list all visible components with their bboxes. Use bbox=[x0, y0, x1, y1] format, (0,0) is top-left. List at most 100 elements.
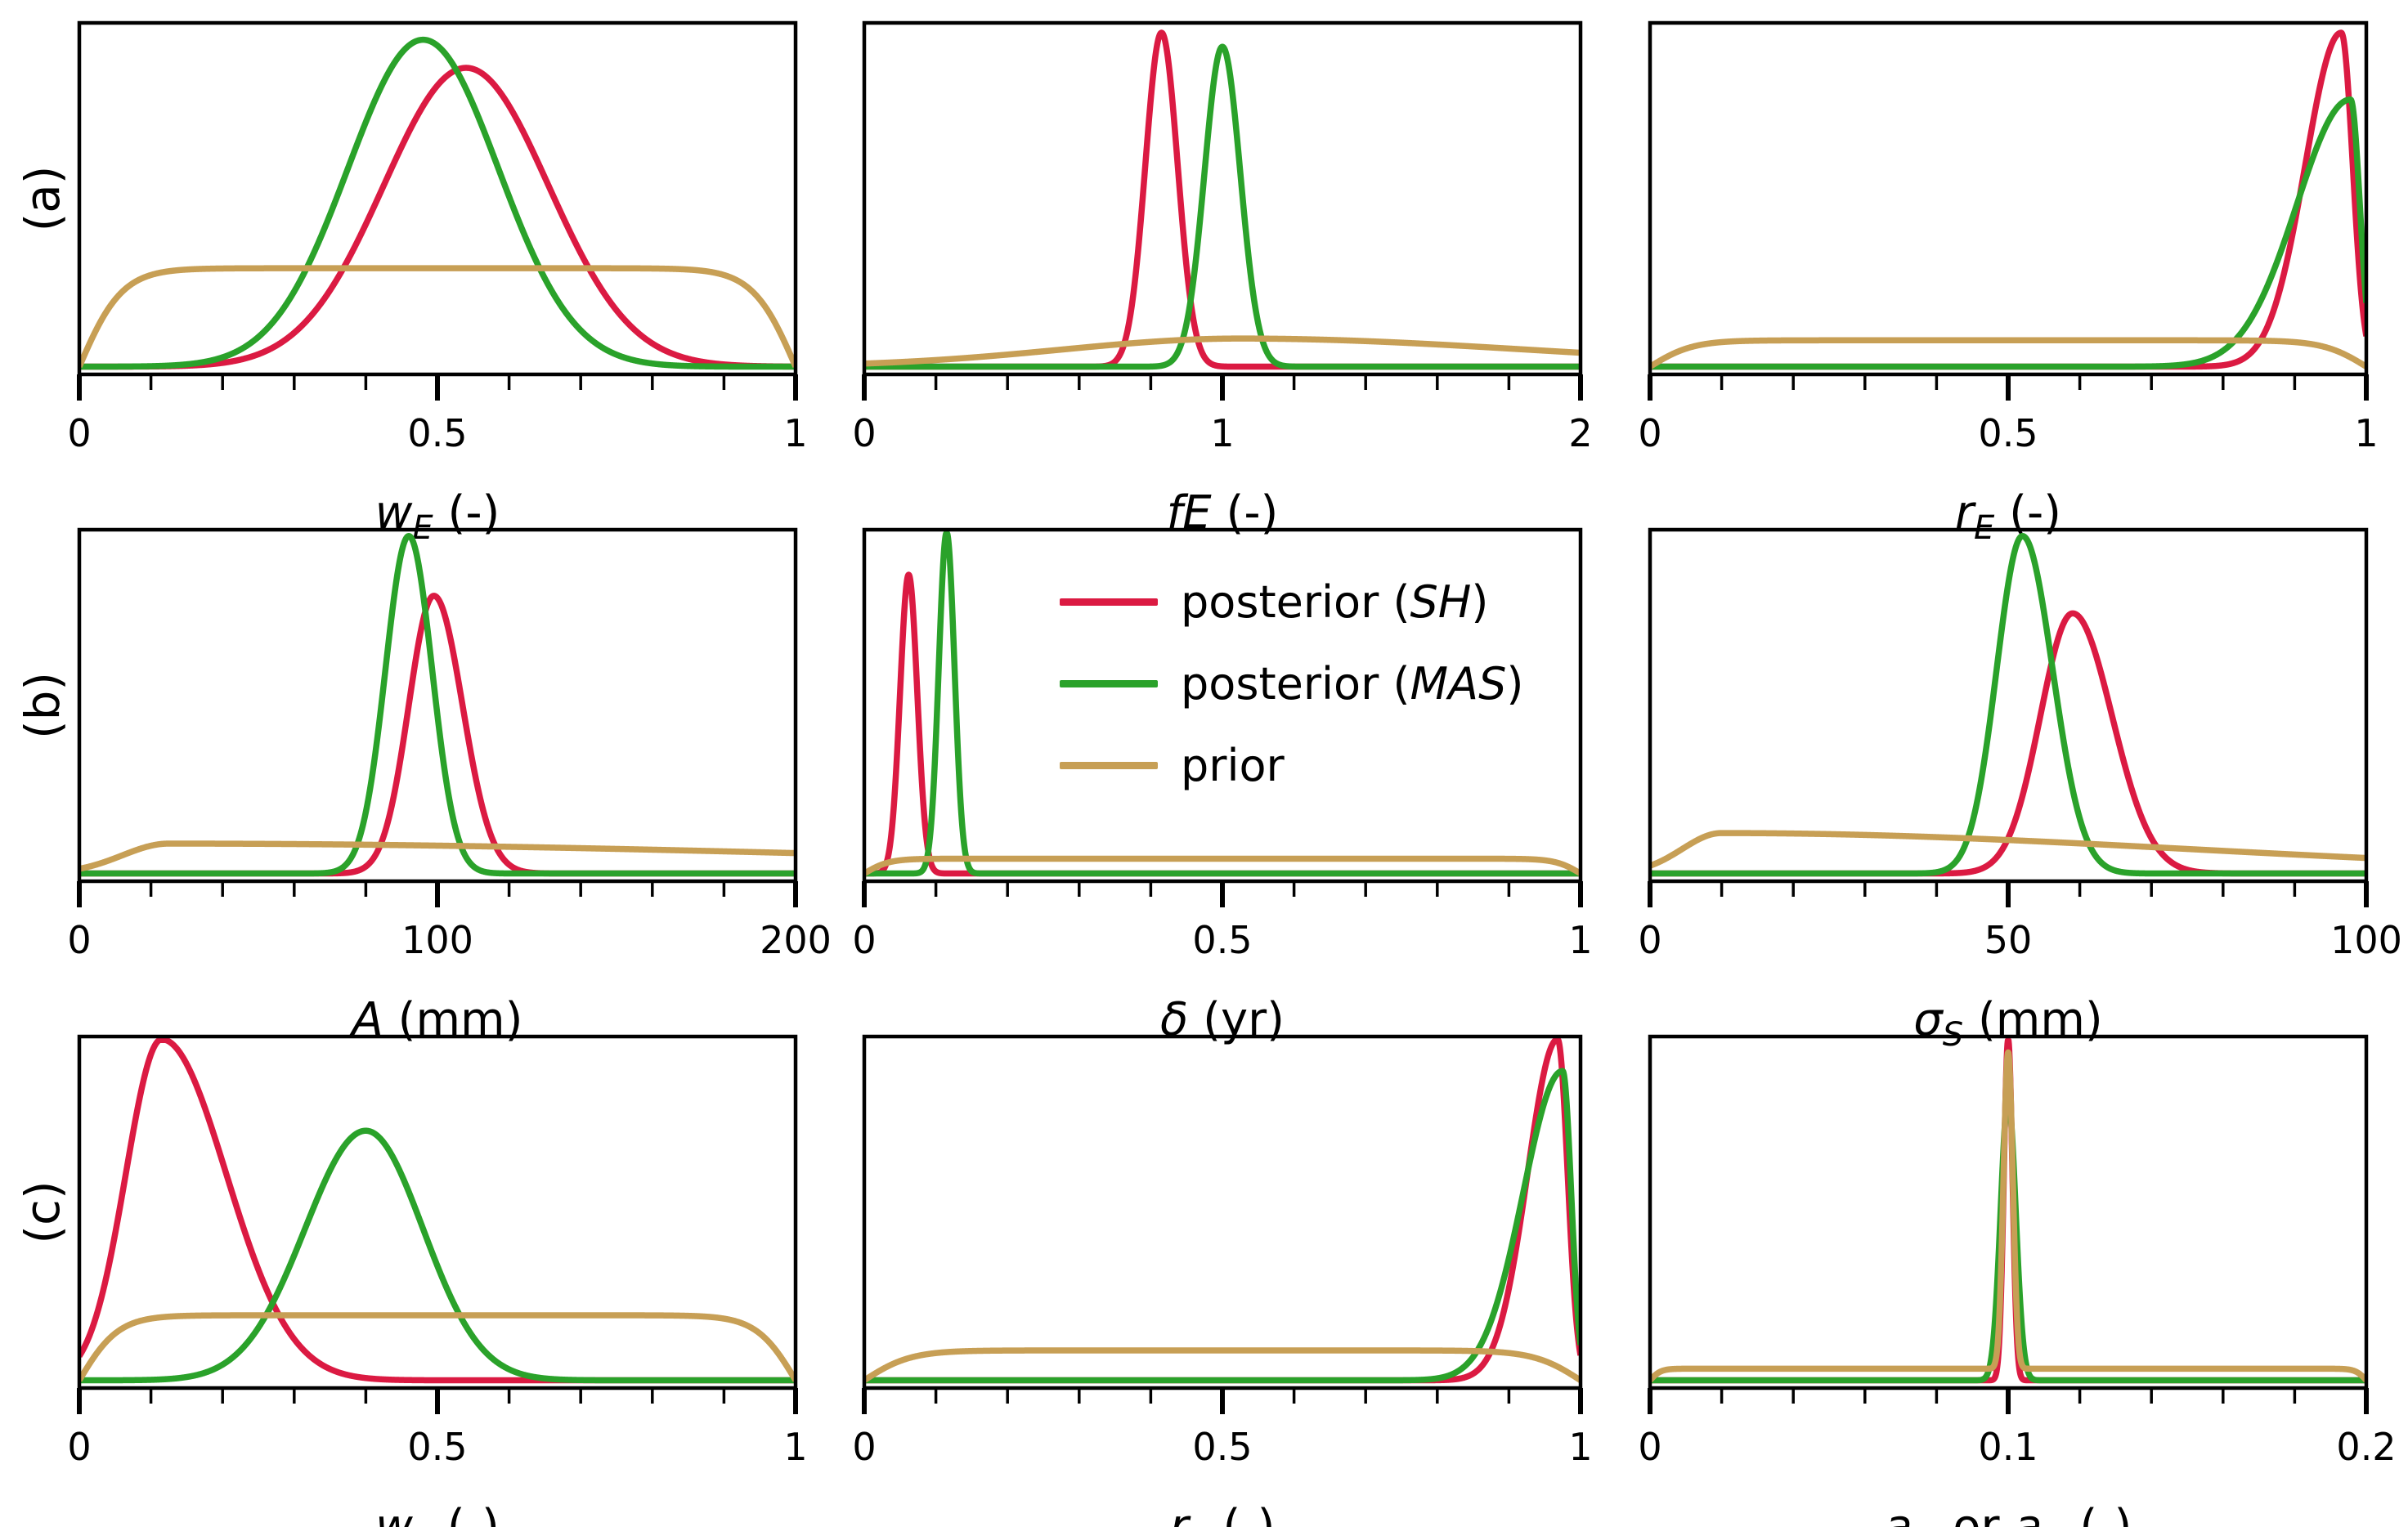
panel-c-wP-svg: 0 0.5 1 wP (-) bbox=[67, 1034, 808, 1527]
plot-box-a-wE bbox=[77, 20, 798, 377]
tick-label-c-wP-0: 0 bbox=[67, 1425, 91, 1469]
panel-c-rP-svg: 0 0.5 1 rP (-) bbox=[852, 1034, 1593, 1527]
panel-c-rP: 0 0.5 1 rP (-) bbox=[815, 1028, 1630, 1527]
plot-box-a-rE bbox=[1648, 20, 2369, 377]
panel-b-delta: 0 0.5 1 δ (yr) bbox=[815, 522, 1630, 1102]
tick-label-b-sigmaS-1: 50 bbox=[1984, 918, 2033, 962]
curve-posterior-sh-a-rE bbox=[1650, 29, 2366, 370]
tick-label-a-fE-1: 1 bbox=[1210, 411, 1234, 455]
plot-box-c-rP bbox=[862, 1034, 1583, 1390]
x-axis-label-c-aQaC: aQ or aC (-) bbox=[1885, 1500, 2132, 1527]
panel-a-wE: 0 0.5 1 wE (-) bbox=[30, 15, 845, 595]
legend-label-text: ) bbox=[1506, 657, 1524, 710]
x-axis-ticks-a-rE bbox=[1648, 374, 2369, 401]
curve-posterior-mas-c-aQaC bbox=[1650, 1095, 2366, 1384]
tick-label-b-A-2: 200 bbox=[760, 918, 832, 962]
x-axis-ticks-b-A bbox=[77, 881, 798, 907]
tick-label-b-delta-0: 0 bbox=[852, 918, 876, 962]
curve-posterior-mas-a-rE bbox=[1650, 96, 2366, 370]
x-axis-label-segment: Q bbox=[1912, 1523, 1938, 1527]
legend: posterior (SH) posterior (MAS) prior bbox=[1060, 561, 1523, 806]
tick-label-a-wE-1: 0.5 bbox=[407, 411, 467, 455]
tick-label-c-rP-0: 0 bbox=[852, 1425, 876, 1469]
tick-label-b-delta-2: 1 bbox=[1568, 918, 1592, 962]
x-axis-label-segment: (-) bbox=[1208, 1500, 1276, 1527]
curves-a-rE bbox=[1650, 29, 2366, 370]
panel-c-aQaC-svg: 00.10.2aQ or aC (-) bbox=[1638, 1034, 2397, 1527]
curve-posterior-sh-a-wE bbox=[79, 65, 796, 370]
tick-label-a-rE-0: 0 bbox=[1638, 411, 1661, 455]
panel-a-rE-svg: 0 0.5 1rE (-) bbox=[1638, 20, 2379, 547]
legend-item-posterior-sh: posterior (SH) bbox=[1060, 561, 1523, 643]
curve-posterior-sh-a-fE bbox=[864, 29, 1581, 370]
tick-label-b-A-0: 0 bbox=[67, 918, 91, 962]
curve-prior-c-aQaC bbox=[1650, 1049, 2366, 1383]
panel-a-rE: 0 0.5 1 rE (-) bbox=[1601, 15, 2408, 595]
tick-label-c-aQaC-1: 0.1 bbox=[1978, 1425, 2038, 1469]
curve-posterior-mas-a-wE bbox=[79, 36, 796, 370]
panel-b-sigmaS: 0 50 100 σS (mm) bbox=[1601, 522, 2408, 1102]
x-axis-label-c-wP: wP (-) bbox=[375, 1500, 500, 1527]
curve-prior-c-rP bbox=[864, 1347, 1581, 1384]
legend-line-posterior-mas bbox=[1060, 679, 1158, 687]
curves-b-sigmaS bbox=[1650, 532, 2366, 877]
tick-label-a-fE-2: 2 bbox=[1568, 411, 1592, 455]
legend-item-prior: prior bbox=[1060, 724, 1523, 806]
tick-label-b-sigmaS-0: 0 bbox=[1638, 918, 1661, 962]
tick-label-a-rE-1: 0.5 bbox=[1978, 411, 2038, 455]
panel-b-A: 0 100 200 A (mm) bbox=[30, 522, 845, 1102]
curve-prior-a-rE bbox=[1650, 337, 2366, 370]
curves-a-fE bbox=[864, 29, 1581, 370]
tick-label-b-delta-1: 0.5 bbox=[1192, 918, 1252, 962]
legend-label-text: ) bbox=[1471, 575, 1489, 628]
x-axis-label-segment: C bbox=[2043, 1523, 2065, 1527]
x-axis-label-segment: P bbox=[413, 1523, 433, 1527]
legend-label-italic: SH bbox=[1410, 575, 1472, 628]
curves-b-A bbox=[79, 532, 796, 877]
x-axis-ticks-c-wP bbox=[77, 1388, 798, 1414]
x-axis-ticks-b-sigmaS bbox=[1648, 881, 2369, 907]
tick-label-c-rP-2: 1 bbox=[1568, 1425, 1592, 1469]
x-axis-label-c-rP: rP (-) bbox=[1170, 1500, 1276, 1527]
curve-posterior-mas-b-A bbox=[79, 532, 796, 877]
tick-label-b-sigmaS-2: 100 bbox=[2330, 918, 2402, 962]
plot-box-a-fE bbox=[862, 20, 1583, 377]
tick-label-a-rE-2: 1 bbox=[2354, 411, 2378, 455]
curve-prior-a-wE bbox=[79, 265, 796, 369]
tick-label-a-wE-2: 1 bbox=[783, 411, 807, 455]
plot-box-c-wP bbox=[77, 1034, 798, 1390]
curve-prior-a-fE bbox=[864, 335, 1581, 367]
curves-c-wP bbox=[79, 1037, 796, 1384]
legend-item-posterior-mas: posterior (MAS) bbox=[1060, 643, 1523, 724]
panel-c-wP: 0 0.5 1 wP (-) bbox=[30, 1028, 845, 1527]
x-axis-label-segment: a bbox=[1885, 1500, 1912, 1527]
x-axis-ticks-b-delta bbox=[862, 881, 1583, 907]
x-axis-label-segment: w bbox=[375, 1500, 413, 1527]
legend-label-text: prior bbox=[1181, 739, 1285, 791]
legend-label-text: posterior ( bbox=[1181, 575, 1410, 628]
curve-posterior-mas-c-rP bbox=[864, 1068, 1581, 1384]
x-axis-label-segment: (-) bbox=[2065, 1500, 2132, 1527]
curves-b-delta bbox=[864, 530, 1581, 877]
curve-posterior-sh-c-wP bbox=[79, 1037, 796, 1384]
tick-label-c-rP-1: 0.5 bbox=[1192, 1425, 1252, 1469]
legend-label-italic: MAS bbox=[1410, 657, 1507, 710]
curve-prior-b-sigmaS bbox=[1650, 830, 2366, 869]
x-axis-label-segment: r bbox=[1170, 1500, 1191, 1527]
curves-a-wE bbox=[79, 36, 796, 370]
legend-label-posterior-mas: posterior (MAS) bbox=[1181, 658, 1523, 710]
curve-prior-b-A bbox=[79, 840, 796, 872]
curve-prior-c-wP bbox=[79, 1312, 796, 1383]
panel-c-aQaC: 00.10.2aQ or aC (-) bbox=[1601, 1028, 2408, 1527]
curve-prior-b-delta bbox=[864, 855, 1581, 877]
panel-a-wE-svg: 0 0.5 1wE (-) bbox=[67, 20, 808, 547]
legend-line-prior bbox=[1060, 761, 1158, 769]
legend-label-posterior-sh: posterior (SH) bbox=[1181, 576, 1489, 628]
tick-label-a-fE-0: 0 bbox=[852, 411, 876, 455]
tick-label-c-aQaC-2: 0.2 bbox=[2336, 1425, 2396, 1469]
x-axis-label-segment: P bbox=[1189, 1523, 1209, 1527]
tick-label-c-wP-2: 1 bbox=[783, 1425, 807, 1469]
tick-label-c-wP-1: 0.5 bbox=[407, 1425, 467, 1469]
